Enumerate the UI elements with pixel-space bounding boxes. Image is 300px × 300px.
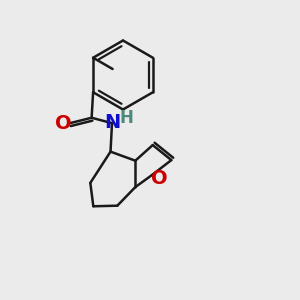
Text: N: N xyxy=(104,113,121,132)
Text: O: O xyxy=(151,169,168,188)
Text: H: H xyxy=(119,109,134,127)
Text: O: O xyxy=(55,114,72,133)
